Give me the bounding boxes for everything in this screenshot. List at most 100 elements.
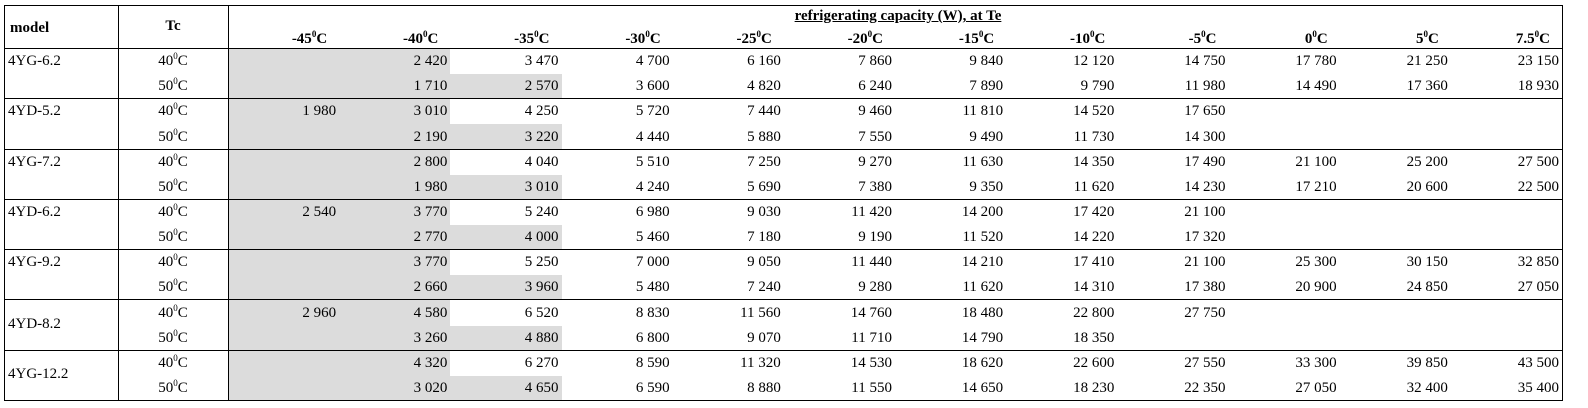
value-cell: 11 560 xyxy=(740,304,781,321)
value-cell: 11 620 xyxy=(962,279,1004,296)
temp-value: 50 xyxy=(158,229,174,246)
value-cell: 3 260 xyxy=(413,329,448,346)
value-cell: 43 500 xyxy=(1517,354,1559,371)
value-cell: 25 200 xyxy=(1406,153,1448,170)
shaded-cell xyxy=(229,99,451,125)
temp-sup: 0 xyxy=(311,29,317,39)
temp-value: 50 xyxy=(158,329,174,346)
value-cell: 17 380 xyxy=(1184,279,1226,296)
value-cell: 24 850 xyxy=(1406,279,1448,296)
value-cell: 2 570 xyxy=(524,78,559,95)
value-cell: 4 320 xyxy=(413,354,448,371)
value-cell: 6 240 xyxy=(858,78,892,95)
te-header: -200C xyxy=(784,27,883,52)
value-cell: 14 200 xyxy=(961,203,1004,220)
row-border xyxy=(4,148,1562,150)
value-cell: 5 480 xyxy=(635,279,670,296)
value-cell: 14 300 xyxy=(1184,128,1226,145)
shaded-cell xyxy=(229,74,562,100)
value-cell: 9 350 xyxy=(969,178,1004,195)
value-cell: 5 720 xyxy=(635,103,670,120)
value-cell: 9 280 xyxy=(858,279,892,296)
value-cell: 7 440 xyxy=(747,103,781,120)
te-header: -50C xyxy=(1117,27,1217,52)
value-cell: 11 980 xyxy=(1184,78,1226,95)
temp-unit: C xyxy=(983,31,995,47)
temp-value: 40 xyxy=(158,203,174,220)
temp-sup: 0 xyxy=(173,126,178,137)
temp-sup: 0 xyxy=(1423,29,1428,39)
value-cell: 5 250 xyxy=(524,254,559,271)
value-cell: 14 350 xyxy=(1073,153,1115,170)
value-cell: 8 830 xyxy=(635,304,670,321)
value-cell: 4 250 xyxy=(524,103,559,120)
temp-unit: C xyxy=(177,279,188,296)
te-header: -150C xyxy=(895,27,994,52)
shaded-cell xyxy=(229,174,562,200)
value-cell: 9 840 xyxy=(969,53,1004,70)
temp-value: 40 xyxy=(158,153,174,170)
model-label: 4YD-8.2 xyxy=(8,316,61,333)
te-header: -450C xyxy=(228,27,327,52)
value-cell: 18 230 xyxy=(1073,379,1115,396)
border-bottom xyxy=(4,400,1563,401)
temp-sup: 0 xyxy=(173,302,178,313)
value-cell: 21 100 xyxy=(1295,153,1337,170)
value-cell: 11 630 xyxy=(962,153,1004,170)
temp-unit: C xyxy=(649,31,661,47)
value-cell: 2 190 xyxy=(413,128,448,145)
value-cell: 11 710 xyxy=(851,329,892,346)
value-cell: 6 980 xyxy=(635,203,670,220)
temp-value: 50 xyxy=(158,178,174,195)
temp-unit: C xyxy=(1094,31,1106,47)
value-cell: 11 620 xyxy=(1073,178,1115,195)
value-cell: 11 810 xyxy=(962,103,1004,120)
row-border xyxy=(4,98,1562,100)
tc-label: 400C xyxy=(118,99,228,124)
temp-unit: C xyxy=(1316,31,1328,47)
value-cell: 14 790 xyxy=(961,329,1004,346)
tc-label: 400C xyxy=(118,301,228,326)
row-border xyxy=(4,349,1562,351)
temp-sup: 0 xyxy=(173,51,178,62)
temp-sup: 0 xyxy=(1312,29,1317,39)
value-cell: 3 770 xyxy=(413,254,448,271)
shaded-cell xyxy=(229,225,562,251)
temp-sup: 0 xyxy=(173,176,178,187)
value-cell: 27 500 xyxy=(1517,153,1559,170)
value-cell: 4 880 xyxy=(524,329,559,346)
model-label: 4YG-6.2 xyxy=(8,53,61,69)
value-cell: 2 770 xyxy=(413,229,448,246)
temp-value: 50 xyxy=(158,78,174,95)
value-cell: 5 510 xyxy=(635,153,670,170)
temp-value: 40 xyxy=(158,103,174,120)
temp-unit: C xyxy=(1539,31,1550,47)
value-cell: 17 420 xyxy=(1073,203,1115,220)
value-cell: 2 800 xyxy=(413,153,448,170)
temp-unit: C xyxy=(177,103,188,120)
value-cell: 2 540 xyxy=(302,203,337,220)
te-header: 50C xyxy=(1340,27,1439,52)
value-cell: 9 790 xyxy=(1080,78,1115,95)
temp-sup: 0 xyxy=(1089,29,1095,39)
value-cell: 8 590 xyxy=(635,354,670,371)
value-cell: 4 580 xyxy=(413,304,448,321)
temp-value: -45 xyxy=(291,31,312,47)
temp-sup: 0 xyxy=(978,29,984,39)
temp-sup: 0 xyxy=(173,252,178,263)
temp-sup: 0 xyxy=(645,29,650,39)
temp-value: 50 xyxy=(158,279,174,296)
te-header: -250C xyxy=(673,27,771,52)
te-header: -100C xyxy=(1006,27,1105,52)
tc-label: 500C xyxy=(118,175,228,200)
temp-value: 0 xyxy=(1304,31,1313,47)
value-cell: 14 760 xyxy=(850,304,892,321)
value-cell: 4 820 xyxy=(747,78,781,95)
temp-sup: 0 xyxy=(1534,29,1540,39)
value-cell: 27 050 xyxy=(1517,279,1559,296)
temp-sup: 0 xyxy=(173,277,178,288)
tc-label: 500C xyxy=(118,275,228,300)
value-cell: 1 710 xyxy=(413,78,448,95)
temp-unit: C xyxy=(177,229,188,246)
value-cell: 11 730 xyxy=(1073,128,1115,145)
